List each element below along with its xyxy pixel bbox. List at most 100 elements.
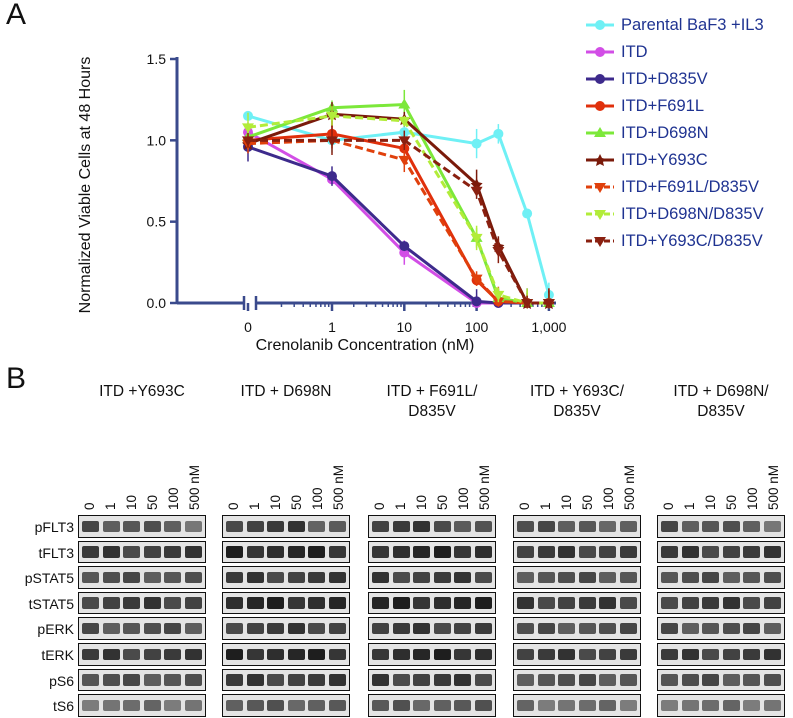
protein-band bbox=[82, 520, 99, 533]
data-point bbox=[471, 138, 482, 149]
protein-band bbox=[226, 648, 243, 661]
data-point bbox=[242, 136, 254, 147]
protein-band bbox=[413, 674, 430, 686]
protein-band bbox=[246, 648, 264, 661]
protein-band bbox=[433, 648, 451, 661]
protein-band bbox=[702, 648, 719, 661]
protein-band bbox=[123, 571, 140, 584]
protein-band bbox=[184, 699, 202, 712]
protein-band bbox=[474, 699, 492, 712]
protein-band bbox=[578, 597, 596, 609]
blot-strip bbox=[657, 540, 785, 564]
protein-band bbox=[743, 622, 760, 635]
y-tick-label: 1.0 bbox=[147, 132, 167, 148]
protein-band bbox=[164, 597, 181, 609]
data-point bbox=[326, 136, 338, 147]
protein-band bbox=[661, 520, 678, 533]
protein-band bbox=[372, 571, 389, 584]
protein-band bbox=[619, 546, 637, 558]
blot-title-line1: ITD + D698N/ bbox=[673, 383, 769, 400]
protein-band bbox=[763, 597, 781, 609]
legend-label: ITD+D698N bbox=[621, 123, 709, 142]
x-tick-label: 1 bbox=[328, 319, 336, 335]
protein-band bbox=[392, 622, 410, 635]
protein-band bbox=[474, 520, 492, 533]
legend-item: Parental BaF3 +IL3 bbox=[585, 14, 764, 36]
protein-band bbox=[474, 571, 492, 584]
lane-label: 0 bbox=[372, 502, 387, 510]
protein-band bbox=[102, 648, 120, 661]
protein-band bbox=[413, 648, 430, 661]
protein-band bbox=[164, 674, 181, 686]
protein-band bbox=[82, 597, 99, 609]
blot-strip bbox=[368, 591, 496, 615]
protein-band bbox=[82, 546, 99, 558]
data-point bbox=[398, 98, 411, 109]
data-point bbox=[398, 116, 411, 127]
blot-strip bbox=[657, 566, 785, 589]
protein-band bbox=[599, 699, 616, 712]
protein-band bbox=[102, 674, 120, 686]
legend-swatch-icon bbox=[586, 210, 614, 220]
y-tick-label: 0.0 bbox=[147, 295, 167, 311]
blot-strip bbox=[222, 643, 350, 666]
legend-label: ITD+D835V bbox=[621, 69, 708, 88]
protein-band bbox=[619, 648, 637, 661]
lane-label: 100 bbox=[166, 487, 181, 510]
legend-label: ITD+Y693C/D835V bbox=[621, 231, 763, 250]
protein-band bbox=[328, 597, 346, 609]
protein-band bbox=[599, 622, 616, 635]
protein-band bbox=[184, 674, 202, 686]
protein-band bbox=[267, 546, 284, 558]
x-tick-label: 1,000 bbox=[531, 319, 566, 335]
protein-band bbox=[681, 648, 699, 661]
series-line bbox=[247, 145, 549, 305]
data-point bbox=[470, 233, 483, 244]
data-point bbox=[522, 208, 533, 219]
data-point bbox=[398, 155, 411, 166]
blot-row-label: pFLT3 bbox=[34, 519, 74, 535]
protein-band bbox=[661, 622, 678, 635]
series-line bbox=[247, 138, 549, 305]
lane-label: 100 bbox=[310, 487, 325, 510]
protein-band bbox=[702, 546, 719, 558]
protein-band bbox=[372, 622, 389, 635]
protein-band bbox=[82, 648, 99, 661]
protein-band bbox=[763, 699, 781, 712]
panel-a-label: A bbox=[6, 0, 27, 31]
protein-band bbox=[743, 571, 760, 584]
protein-band bbox=[599, 648, 616, 661]
protein-band bbox=[702, 571, 719, 584]
protein-band bbox=[164, 648, 181, 661]
protein-band bbox=[143, 648, 161, 661]
protein-band bbox=[743, 699, 760, 712]
protein-band bbox=[308, 520, 325, 533]
protein-band bbox=[558, 622, 575, 635]
protein-band bbox=[143, 520, 161, 533]
protein-band bbox=[722, 597, 740, 609]
x-tick-label: 0 bbox=[244, 319, 252, 335]
protein-band bbox=[267, 648, 284, 661]
protein-band bbox=[184, 648, 202, 661]
protein-band bbox=[287, 699, 305, 712]
blot-panel-title: ITD + D698N bbox=[211, 382, 361, 402]
protein-band bbox=[702, 699, 719, 712]
data-point bbox=[595, 47, 605, 57]
lane-label: 50 bbox=[435, 494, 450, 510]
protein-band bbox=[454, 597, 471, 609]
y-axis-label: Normalized Viable Cells at 48 Hours bbox=[77, 57, 94, 314]
blot-strip bbox=[657, 515, 785, 538]
protein-band bbox=[537, 571, 555, 584]
protein-band bbox=[619, 597, 637, 609]
blot-row-label: pERK bbox=[37, 621, 74, 638]
protein-band bbox=[722, 546, 740, 558]
protein-band bbox=[454, 622, 471, 635]
protein-band bbox=[537, 648, 555, 661]
legend-item: ITD+Y693C bbox=[585, 149, 708, 171]
blot-strip bbox=[78, 591, 206, 615]
protein-band bbox=[433, 546, 451, 558]
legend-label: ITD bbox=[621, 42, 648, 61]
protein-band bbox=[517, 648, 534, 661]
lane-label: 0 bbox=[82, 502, 97, 510]
protein-band bbox=[372, 674, 389, 686]
